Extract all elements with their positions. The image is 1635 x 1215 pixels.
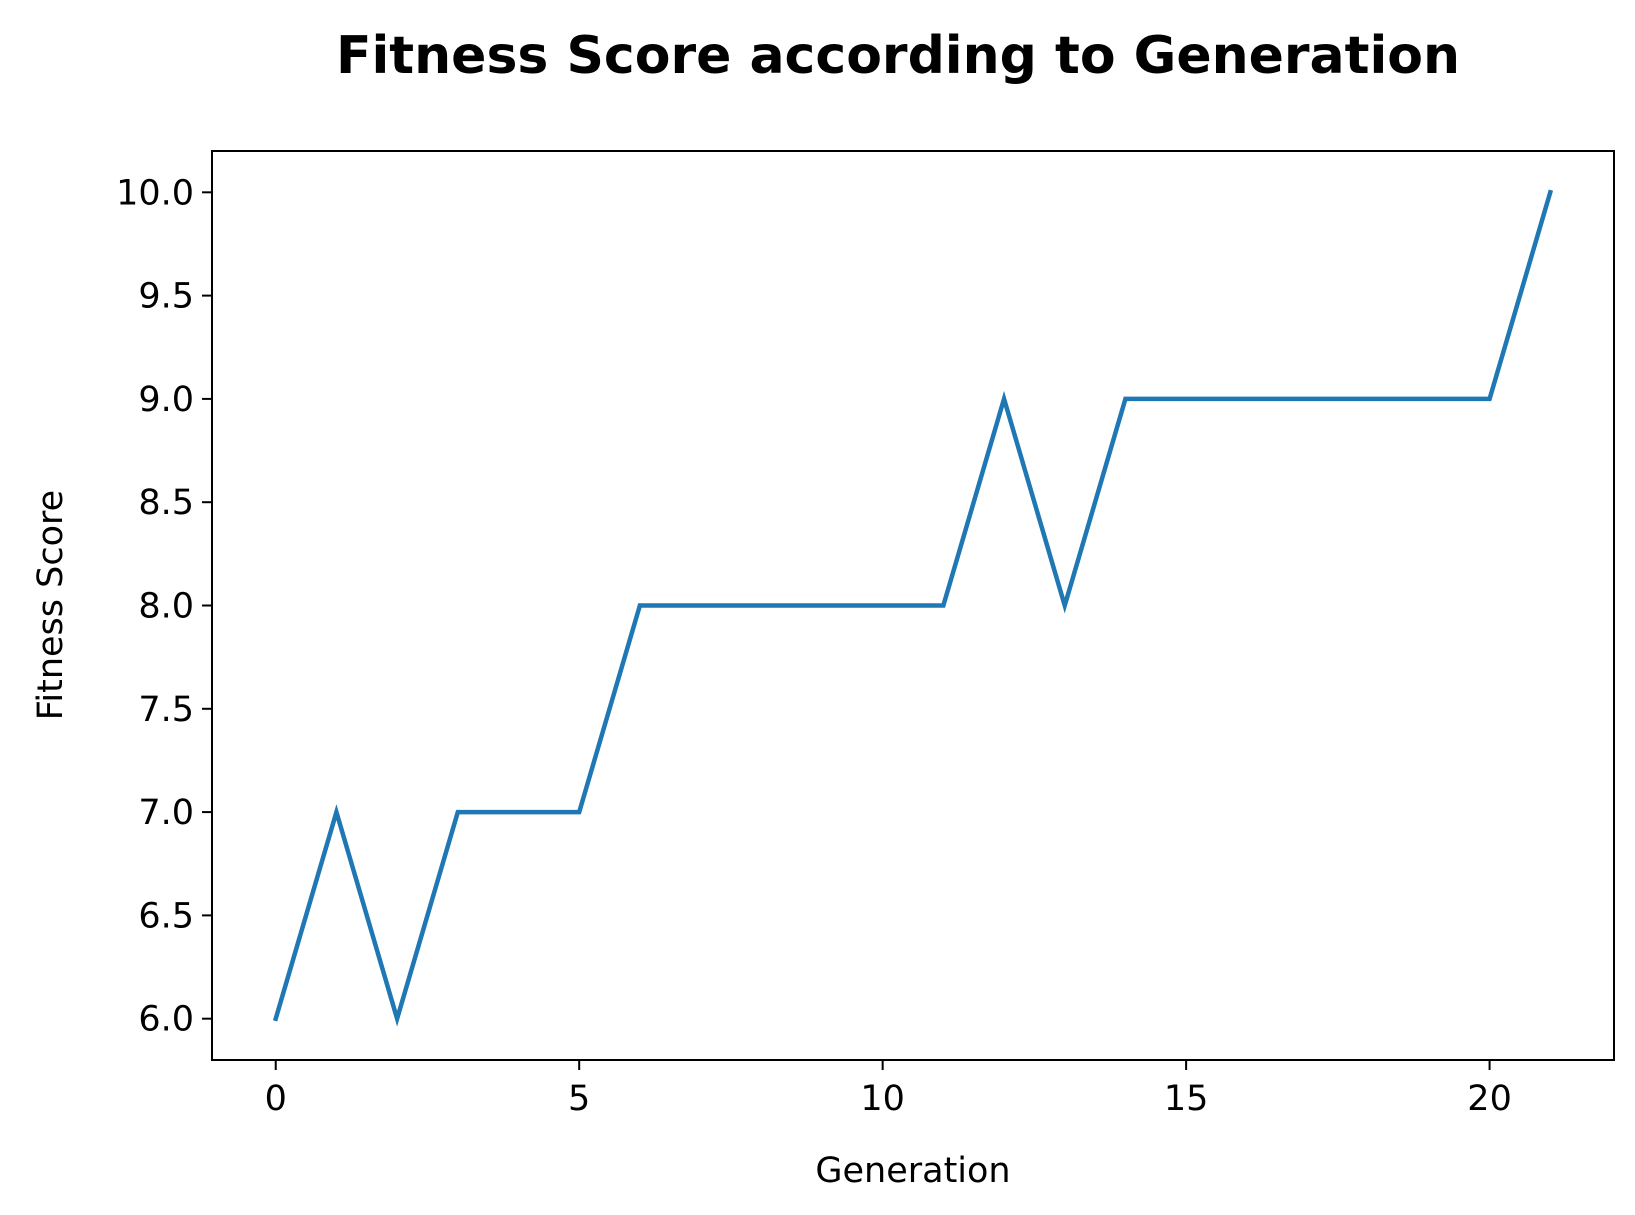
y-tick-label: 9.0 [138, 380, 194, 420]
x-axis: 0 5 10 15 20 [265, 1060, 1512, 1119]
y-axis-label: Fitness Score [31, 490, 71, 720]
x-tick-label: 15 [1164, 1079, 1209, 1119]
x-tick-label: 5 [568, 1079, 590, 1119]
x-axis-label: Generation [815, 1151, 1010, 1191]
x-tick-label: 0 [265, 1079, 287, 1119]
x-tick-label: 10 [860, 1079, 905, 1119]
y-axis: 6.0 6.5 7.0 7.5 8.0 8.5 9.0 9.5 10.0 [116, 173, 212, 1040]
series-layer [272, 189, 1554, 1027]
y-tick-label: 7.0 [138, 793, 194, 833]
y-tick-label: 10.0 [116, 173, 194, 213]
y-tick-label: 6.5 [138, 896, 194, 936]
plot-area: 0 5 10 15 20 6.0 6.5 7.0 7.5 8.0 8.5 9.0 9.5 10.0 [116, 150, 1615, 1119]
y-tick-label: 9.5 [138, 277, 194, 317]
y-tick-label: 8.5 [138, 483, 194, 523]
y-tick-label: 6.0 [138, 1000, 194, 1040]
x-tick-label: 20 [1467, 1079, 1512, 1119]
y-tick-label: 7.5 [138, 690, 194, 730]
series-line [272, 189, 1554, 1027]
y-tick-label: 8.0 [138, 587, 194, 627]
chart-title: Fitness Score according to Generation [336, 26, 1460, 86]
